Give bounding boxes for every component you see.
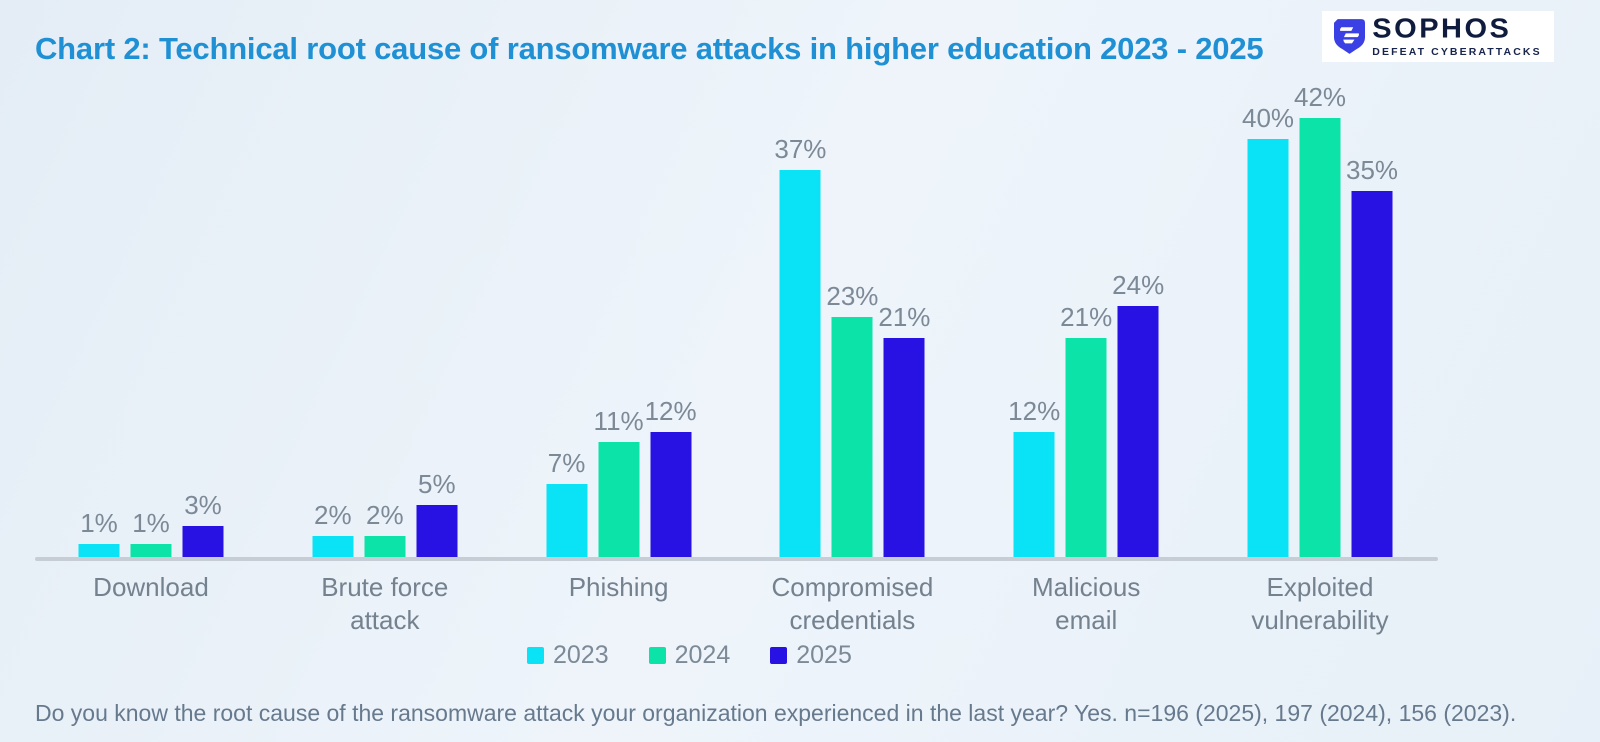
bar-value-label: 37% <box>774 134 827 164</box>
bar-group-compromised-credentials: 37% 23% 21% <box>774 136 930 557</box>
bar-2023 <box>78 544 120 557</box>
chart-title: Chart 2: Technical root cause of ransomw… <box>35 31 1264 66</box>
legend-label: 2025 <box>796 641 852 669</box>
bar-value-label: 5% <box>418 469 456 499</box>
bar-column-2025: 3% <box>182 490 224 557</box>
bar-group-malicious-email: 12% 21% 24% <box>1008 272 1164 557</box>
legend-swatch-icon <box>648 647 666 664</box>
bar-value-label: 21% <box>1060 302 1113 332</box>
bar-2024 <box>831 317 873 557</box>
legend-item-2025: 2025 <box>770 643 852 668</box>
bar-column-2024: 21% <box>1060 304 1112 557</box>
bar-value-label: 42% <box>1293 82 1347 112</box>
bar-value-label: 21% <box>878 302 931 332</box>
category-label: Malicious email <box>1032 572 1141 636</box>
legend-item-2023: 2023 <box>527 643 609 668</box>
legend-swatch-icon <box>527 647 544 664</box>
bar-column-2023: 2% <box>312 500 354 557</box>
sophos-tagline: DEFEAT CYBERATTACKS <box>1372 46 1542 59</box>
bar-2024 <box>1065 338 1107 557</box>
bar-column-2024: 42% <box>1294 84 1346 557</box>
bar-value-label: 12% <box>1008 396 1061 426</box>
bar-2023 <box>779 170 821 557</box>
bar-column-2025: 21% <box>878 304 930 557</box>
bar-2025 <box>883 338 925 557</box>
bar-2024 <box>1299 118 1341 557</box>
bar-value-label: 7% <box>547 448 586 478</box>
bar-column-2024: 1% <box>130 508 172 557</box>
legend-item-2024: 2024 <box>648 641 731 669</box>
bar-2024 <box>598 442 640 557</box>
bar-2025 <box>650 432 692 557</box>
category-label: Exploited vulnerability <box>1251 572 1389 636</box>
bar-column-2025: 24% <box>1112 272 1164 557</box>
sophos-logo: SOPHOS DEFEAT CYBERATTACKS <box>1322 11 1554 62</box>
category-label: Download <box>93 572 209 602</box>
bar-value-label: 12% <box>644 396 697 426</box>
bar-value-label: 11% <box>593 406 644 436</box>
bar-column-2024: 23% <box>826 283 878 557</box>
legend-label: 2023 <box>553 641 609 669</box>
bar-group-exploited-vulnerability: 40% 42% 35% <box>1242 84 1398 557</box>
legend-label: 2024 <box>674 641 731 669</box>
bar-value-label: 40% <box>1241 103 1295 133</box>
bar-column-2025: 5% <box>416 469 458 557</box>
category-label: Compromised credentials <box>771 572 934 636</box>
bar-group-brute-force-attack: 2% 2% 5% <box>312 469 458 557</box>
category-label: Phishing <box>568 572 669 602</box>
bar-column-2023: 12% <box>1008 398 1060 557</box>
bar-column-2023: 1% <box>78 508 120 557</box>
bar-2025 <box>1117 306 1159 557</box>
bar-column-2025: 12% <box>645 398 697 557</box>
bar-value-label: 23% <box>826 281 879 311</box>
bar-2023 <box>312 536 354 557</box>
bar-column-2023: 7% <box>546 448 588 557</box>
bar-column-2024: 11% <box>594 408 644 557</box>
bar-2023 <box>1247 139 1289 557</box>
bar-value-label: 1% <box>132 508 170 538</box>
bar-group-phishing: 7% 11% 12% <box>546 398 697 557</box>
sophos-logo-text: SOPHOS DEFEAT CYBERATTACKS <box>1372 15 1541 58</box>
bar-group-download: 1% 1% 3% <box>78 490 224 557</box>
bar-2025 <box>182 526 224 557</box>
bar-column-2023: 40% <box>1242 105 1294 557</box>
bar-2023 <box>1013 432 1055 557</box>
bar-column-2023: 37% <box>774 136 826 557</box>
bar-column-2024: 2% <box>364 500 406 557</box>
chart-legend: 2023 2024 2025 <box>527 643 852 668</box>
bar-2024 <box>364 536 406 557</box>
bar-column-2025: 35% <box>1346 157 1398 557</box>
legend-swatch-icon <box>770 647 788 664</box>
x-axis-line <box>35 557 1438 561</box>
survey-footnote: Do you know the root cause of the ransom… <box>35 700 1517 726</box>
bar-2025 <box>1351 191 1393 557</box>
sophos-shield-icon <box>1334 19 1366 54</box>
bar-value-label: 24% <box>1112 270 1165 300</box>
sophos-wordmark: SOPHOS <box>1372 14 1512 45</box>
category-label: Brute force attack <box>321 572 449 636</box>
bar-value-label: 35% <box>1345 155 1399 185</box>
bar-value-label: 3% <box>184 490 222 520</box>
bar-value-label: 1% <box>80 508 118 538</box>
bar-value-label: 2% <box>314 500 352 530</box>
bar-value-label: 2% <box>366 500 404 530</box>
bar-2024 <box>130 544 172 557</box>
bar-2025 <box>416 505 458 557</box>
bar-2023 <box>546 484 588 557</box>
